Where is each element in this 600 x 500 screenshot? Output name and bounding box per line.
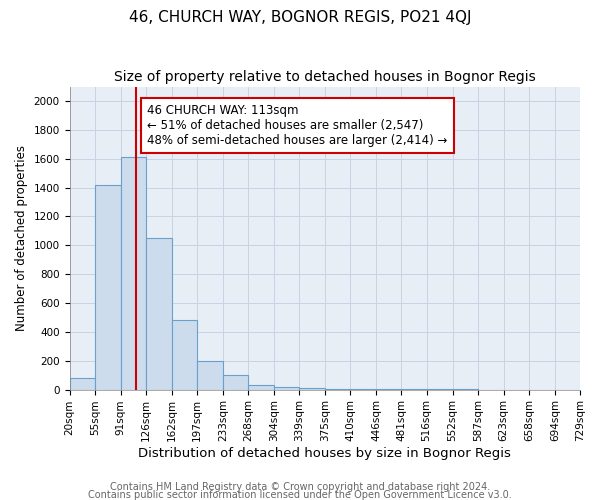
Text: 46 CHURCH WAY: 113sqm
← 51% of detached houses are smaller (2,547)
48% of semi-d: 46 CHURCH WAY: 113sqm ← 51% of detached … <box>147 104 448 147</box>
Bar <box>95 184 121 390</box>
Bar <box>248 384 274 390</box>
Title: Size of property relative to detached houses in Bognor Regis: Size of property relative to detached ho… <box>114 70 536 84</box>
Bar <box>299 388 325 390</box>
Text: Contains public sector information licensed under the Open Government Licence v3: Contains public sector information licen… <box>88 490 512 500</box>
Bar <box>121 158 146 390</box>
Bar <box>325 389 350 390</box>
X-axis label: Distribution of detached houses by size in Bognor Regis: Distribution of detached houses by size … <box>139 447 511 460</box>
Bar <box>172 320 197 390</box>
Bar <box>274 386 299 390</box>
Y-axis label: Number of detached properties: Number of detached properties <box>15 145 28 331</box>
Bar <box>223 375 248 390</box>
Text: Contains HM Land Registry data © Crown copyright and database right 2024.: Contains HM Land Registry data © Crown c… <box>110 482 490 492</box>
Bar <box>197 360 223 390</box>
Bar <box>70 378 95 390</box>
Text: 46, CHURCH WAY, BOGNOR REGIS, PO21 4QJ: 46, CHURCH WAY, BOGNOR REGIS, PO21 4QJ <box>129 10 471 25</box>
Bar <box>146 238 172 390</box>
